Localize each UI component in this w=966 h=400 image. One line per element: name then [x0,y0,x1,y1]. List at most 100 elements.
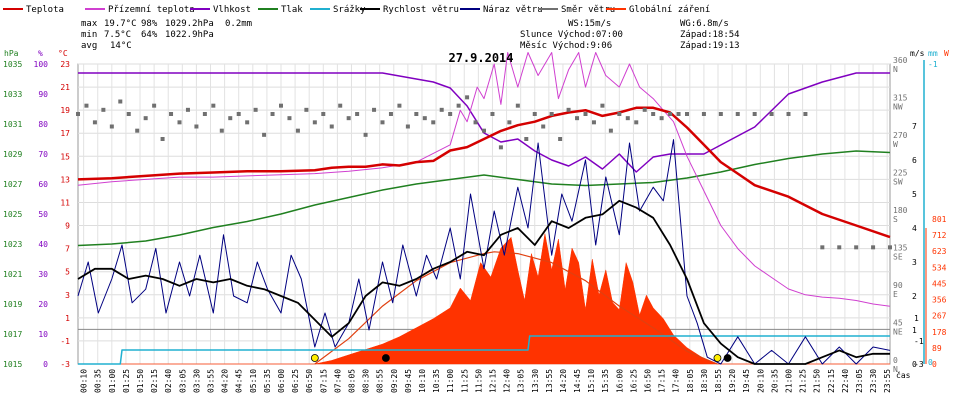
direction-point [482,128,486,133]
tick-humidity: 70 [38,150,48,159]
direction-point [312,120,317,125]
direction-point [363,132,368,137]
tick-direction: 180 [893,206,908,215]
tick-time: 05:10 [249,369,258,393]
tick-wind: 2 [912,292,917,301]
tick-time: 02:15 [150,369,159,393]
direction-point [388,112,393,116]
tick-humidity: 100 [34,60,49,69]
direction-point [871,245,876,250]
direction-point [380,120,385,125]
tick-temperature: -1 [60,337,70,346]
direction-point [769,112,774,116]
direction-point [803,112,808,116]
direction-point [287,116,292,121]
tick-time: 09:45 [404,369,413,393]
tick-temperature: 5 [65,268,70,277]
stat-min-label: min [81,30,97,40]
tick-time: 03:05 [178,369,187,393]
direction-point [228,116,233,121]
tick-time: 17:15 [658,369,667,393]
direction-point [617,112,622,116]
direction-point [448,112,453,116]
stat-wg: WG:6.8m/s [680,19,729,29]
direction-point [465,95,470,100]
tick-time: 15:10 [587,369,596,393]
tick-pressure: 1033 [3,90,22,99]
tick-direction: 0 [893,356,898,365]
tick-humidity: 80 [38,120,48,129]
stat-avg-label: avg [81,41,97,51]
tick-time: 11:50 [474,369,483,393]
axis-unit-humidity: % [38,49,43,58]
tick-radiation: 801 [932,215,947,224]
axis-unit-temperature: °C [58,49,68,58]
tick-time: 23:05 [855,369,864,393]
tick-time: 17:40 [672,369,681,393]
tick-time: 18:55 [714,369,723,393]
tick-direction-label: N [893,65,898,74]
direction-point [135,128,140,133]
tick-time: 16:00 [615,369,624,393]
stat-min-press: 1022.9hPa [165,30,214,40]
moonset-marker [723,354,732,362]
tick-time: 03:30 [192,369,201,393]
tick-time: 15:35 [601,369,610,393]
tick-time: 04:20 [221,369,230,393]
tick-time: 03:55 [207,369,216,393]
tick-direction: 270 [893,131,908,140]
tick-wind: 3 [912,258,917,267]
tick-pressure: 1021 [3,270,22,279]
tick-radiation: 0 [932,360,937,369]
tick-humidity: 0 [43,360,48,369]
tick-wind: 5 [912,190,917,199]
direction-point [676,112,681,116]
tick-humidity: 30 [38,270,48,279]
direction-point [498,145,503,150]
tick-rain: 0 [928,358,933,367]
direction-point [541,124,546,129]
series-radiation-area [78,233,890,365]
tick-humidity: 20 [38,300,48,309]
x-axis-label: čas [896,370,911,380]
stat-ws: WS:15m/s [568,19,611,29]
tick-radiation: 445 [932,279,947,288]
direction-point [490,112,495,116]
direction-point [270,112,275,116]
stat-max-temp: 19.7°C [104,19,137,29]
tick-direction-label: N [893,365,898,374]
tick-time: 19:45 [742,369,751,393]
tick-direction: 90 [893,281,903,290]
series-layer [77,52,891,365]
direction-point [346,116,351,121]
tick-direction-label: SW [893,178,903,187]
tick-radiation: 89 [932,344,942,353]
tick-direction-label: E [893,290,898,299]
axes: hPa% °C m/s mm Wčas1015101710191021102310251… [3,49,949,393]
tick-direction-label: W [893,140,898,149]
series-theoretical-radiation [314,251,718,365]
legend-label: Srážky [333,5,366,15]
stat-max-press: 1029.2hPa [165,19,214,29]
stat-max-label: max [81,19,98,29]
direction-point [109,124,114,129]
tick-direction: 45 [893,319,903,328]
legend-label: Náraz větru [483,5,543,15]
axis-unit-wind: m/s [910,49,925,58]
direction-point [338,103,343,108]
direction-point [507,120,512,125]
direction-point [177,120,182,125]
direction-point [422,116,427,121]
direction-point [583,112,588,116]
tick-radiation: 267 [932,312,947,321]
direction-point [262,132,267,137]
tick-time: 20:10 [756,369,765,393]
tick-wind: 7 [912,122,917,131]
direction-point [524,137,529,141]
direction-point [558,137,563,141]
tick-time: 07:15 [319,369,328,393]
stat-sun-rise: Slunce Východ:07:00 [520,30,623,40]
direction-point [668,112,673,116]
legend-label: Globální záření [629,5,710,15]
tick-radiation: 534 [932,263,947,272]
